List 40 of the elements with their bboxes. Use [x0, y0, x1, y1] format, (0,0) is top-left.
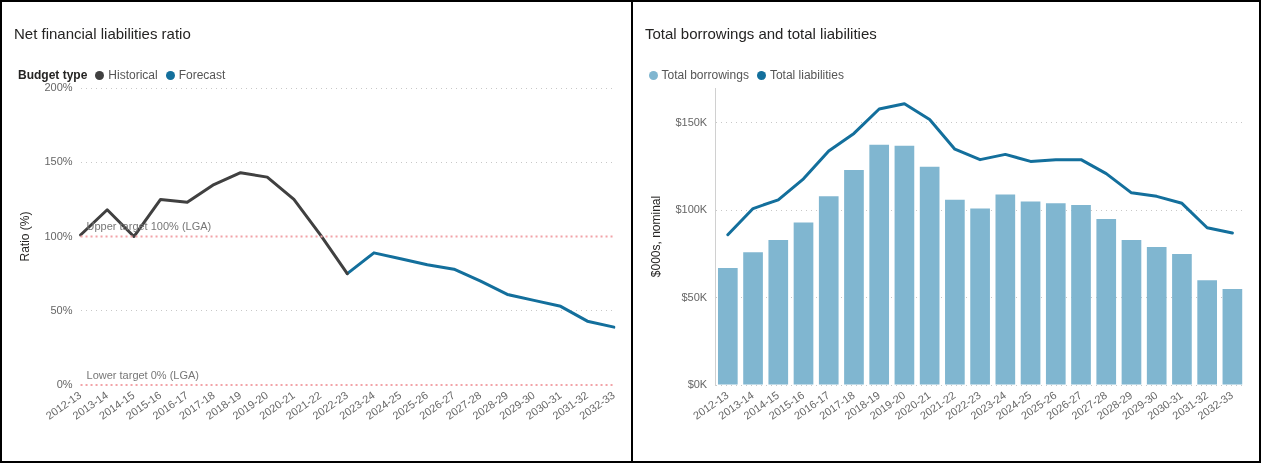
y-tick-label: 0% — [56, 378, 73, 391]
chart-title: Total borrowings and total liabilities — [644, 25, 877, 43]
bar — [1070, 205, 1091, 385]
y-axis-title: Ratio (%) — [17, 211, 32, 262]
bar — [919, 166, 939, 385]
bar — [843, 170, 864, 385]
legend-label: Total liabilities — [769, 68, 844, 82]
bar — [1020, 201, 1040, 385]
bar — [1121, 240, 1141, 385]
bar — [894, 145, 914, 385]
y-tick-label: 150% — [44, 155, 73, 168]
y-tick-label: $0K — [687, 378, 708, 391]
y-tick-label: 50% — [50, 303, 73, 316]
bar — [767, 240, 788, 385]
legend-title: Budget type — [18, 68, 88, 82]
bar — [818, 196, 839, 385]
bar — [969, 208, 990, 385]
bar — [1222, 288, 1242, 385]
y-tick-label: $150K — [674, 115, 708, 128]
bar — [1171, 253, 1192, 385]
bar — [994, 194, 1015, 385]
bar — [1196, 280, 1217, 385]
legend-label: Total borrowings — [661, 68, 749, 82]
y-axis-title: $000s, nominal — [648, 195, 663, 278]
bar — [944, 199, 965, 385]
bar — [868, 144, 889, 385]
y-tick-label: 200% — [44, 81, 73, 94]
bar — [1095, 219, 1116, 385]
y-tick-label: 100% — [44, 229, 73, 242]
legend-label: Historical — [108, 68, 158, 82]
ref-line-label: Lower target 0% (LGA) — [86, 368, 200, 381]
y-tick-label: $100K — [674, 203, 708, 216]
legend-label: Forecast — [178, 68, 226, 82]
bar — [793, 222, 813, 385]
y-tick-label: $50K — [681, 290, 708, 303]
bar — [1146, 247, 1167, 385]
bar — [717, 267, 738, 385]
chart-title: Net financial liabilities ratio — [14, 25, 191, 43]
bar — [742, 252, 763, 385]
bar — [1045, 203, 1066, 385]
